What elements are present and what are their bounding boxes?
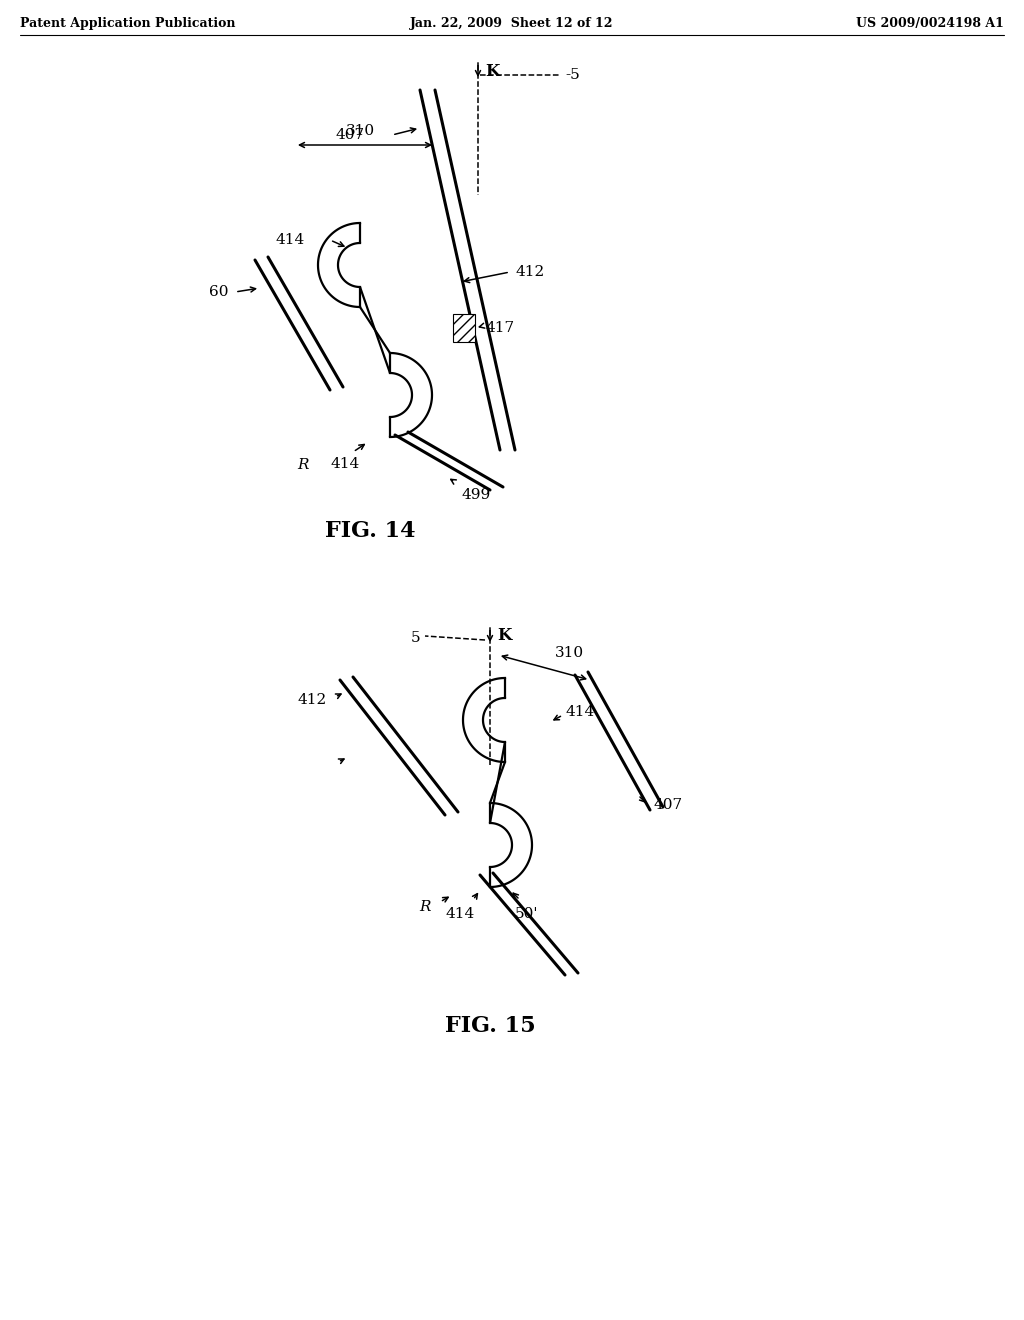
Text: 499: 499 [462,488,492,502]
Text: R: R [419,900,431,913]
Text: 412: 412 [515,265,544,279]
Text: 310: 310 [345,124,375,139]
Text: US 2009/0024198 A1: US 2009/0024198 A1 [856,17,1004,30]
Text: 412: 412 [298,693,327,708]
Text: R: R [297,458,309,473]
Text: 414: 414 [445,907,475,921]
Text: Patent Application Publication: Patent Application Publication [20,17,236,30]
Text: 5: 5 [411,631,420,645]
Text: 407: 407 [336,128,365,143]
Text: 50': 50' [515,907,539,921]
Text: 407: 407 [653,799,682,812]
Text: 414: 414 [565,705,594,719]
Text: 310: 310 [555,645,584,660]
Text: 414: 414 [275,234,305,247]
Text: K: K [497,627,511,644]
Text: K: K [485,63,500,81]
Text: -5: -5 [565,69,580,82]
Text: FIG. 14: FIG. 14 [325,520,416,543]
Text: 60: 60 [209,285,228,300]
Text: 414: 414 [331,457,359,471]
Bar [453,314,475,342]
Text: Jan. 22, 2009  Sheet 12 of 12: Jan. 22, 2009 Sheet 12 of 12 [411,17,613,30]
Text: 417: 417 [485,321,514,335]
Text: FIG. 15: FIG. 15 [444,1015,536,1038]
